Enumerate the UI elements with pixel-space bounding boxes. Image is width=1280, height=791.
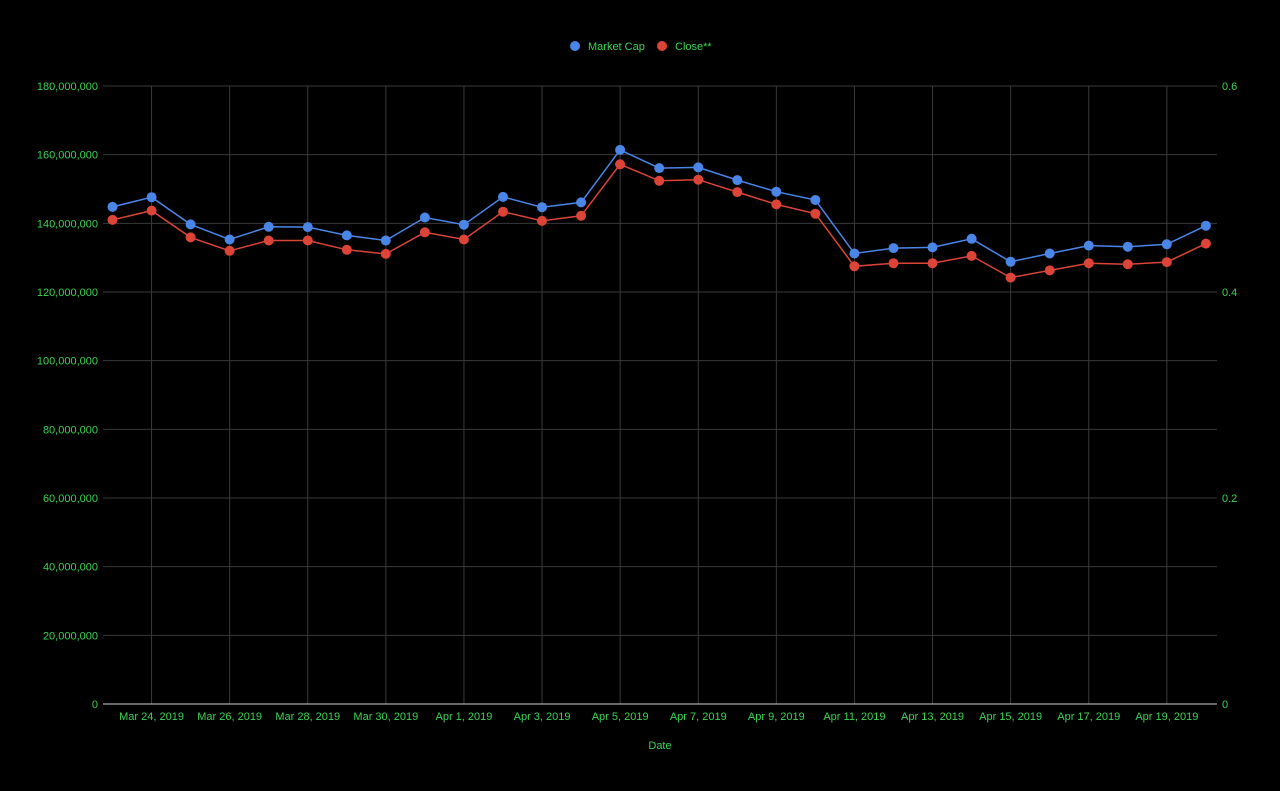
close-point[interactable] <box>1044 265 1055 276</box>
market-cap-point[interactable] <box>537 202 547 213</box>
market-cap-point[interactable] <box>927 242 938 253</box>
close-point[interactable] <box>771 199 782 210</box>
y-left-tick-label: 120,000,000 <box>37 287 98 299</box>
market-cap-point[interactable] <box>146 192 157 203</box>
market-cap-point[interactable] <box>732 175 743 186</box>
market-cap-point[interactable] <box>107 201 118 212</box>
gridlines <box>103 85 1217 705</box>
market-cap-point[interactable] <box>341 230 352 241</box>
legend: Market Cap Close** <box>570 41 712 53</box>
y-right-tick-label: 0.2 <box>1222 493 1237 505</box>
right-y-axis: 0 0.2 0.4 0.6 <box>1222 81 1237 711</box>
close-point[interactable] <box>380 248 391 259</box>
y-left-tick-label: 20,000,000 <box>43 630 98 642</box>
close-point[interactable] <box>185 232 196 243</box>
legend-close-label[interactable]: Close** <box>675 41 712 53</box>
y-right-tick-label: 0 <box>1222 699 1228 711</box>
close-point[interactable] <box>1122 259 1133 270</box>
close-point[interactable] <box>419 227 430 238</box>
market-cap-point[interactable] <box>576 197 587 208</box>
x-tick-label: Mar 24, 2019 <box>119 711 184 723</box>
y-left-tick-label: 160,000,000 <box>37 150 98 162</box>
close-point[interactable] <box>341 244 352 255</box>
x-axis: Mar 24, 2019 Mar 26, 2019 Mar 28, 2019 Mar … <box>119 711 1198 723</box>
close-point[interactable] <box>966 250 977 261</box>
market-cap-point[interactable] <box>1122 241 1133 252</box>
x-tick-label: Apr 1, 2019 <box>436 711 493 723</box>
close-point[interactable] <box>693 174 704 185</box>
legend-market-cap-label[interactable]: Market Cap <box>588 41 645 53</box>
y-left-tick-label: 40,000,000 <box>43 562 98 574</box>
market-cap-point[interactable] <box>224 234 235 245</box>
close-point[interactable] <box>849 261 860 272</box>
close-point[interactable] <box>224 245 235 256</box>
market-cap-point[interactable] <box>263 221 274 232</box>
x-tick-label: Mar 26, 2019 <box>197 711 262 723</box>
x-tick-label: Apr 15, 2019 <box>979 711 1042 723</box>
y-left-tick-label: 60,000,000 <box>43 493 98 505</box>
close-point[interactable] <box>1083 258 1094 269</box>
close-point[interactable] <box>1161 257 1172 268</box>
market-cap-point[interactable] <box>1044 248 1055 259</box>
market-cap-point[interactable] <box>419 212 430 223</box>
market-cap-point[interactable] <box>693 162 704 173</box>
left-y-axis: 0 20,000,000 40,000,000 60,000,000 80,000,00… <box>37 81 98 711</box>
close-point[interactable] <box>302 235 313 246</box>
market-cap-point[interactable] <box>1005 256 1016 267</box>
close-point[interactable] <box>576 210 587 221</box>
close-point[interactable] <box>537 215 547 226</box>
x-tick-label: Apr 11, 2019 <box>823 711 885 723</box>
market-cap-point[interactable] <box>302 222 313 233</box>
close-point[interactable] <box>888 258 899 269</box>
market-cap-point[interactable] <box>458 219 469 230</box>
x-tick-label: Mar 30, 2019 <box>353 711 418 723</box>
market-cap-point[interactable] <box>849 248 860 259</box>
close-point[interactable] <box>498 206 508 217</box>
y-left-tick-label: 140,000,000 <box>37 218 98 230</box>
market-cap-point[interactable] <box>1200 220 1211 231</box>
market-cap-point[interactable] <box>615 144 626 155</box>
y-right-tick-label: 0.4 <box>1222 287 1237 299</box>
market-cap-point[interactable] <box>1161 239 1172 250</box>
close-point[interactable] <box>732 187 743 198</box>
x-tick-label: Apr 19, 2019 <box>1135 711 1198 723</box>
x-tick-label: Mar 28, 2019 <box>275 711 340 723</box>
market-cap-point[interactable] <box>888 243 899 254</box>
x-tick-label: Apr 9, 2019 <box>748 711 805 723</box>
x-tick-label: Apr 5, 2019 <box>592 711 649 723</box>
y-left-tick-label: 180,000,000 <box>37 81 98 93</box>
y-left-tick-label: 80,000,000 <box>43 424 98 436</box>
close-point[interactable] <box>654 175 665 186</box>
market-cap-point[interactable] <box>810 195 821 205</box>
y-left-tick-label: 0 <box>92 699 98 711</box>
x-tick-label: Apr 3, 2019 <box>514 711 571 723</box>
market-cap-point[interactable] <box>380 235 391 246</box>
market-cap-point[interactable] <box>966 233 977 244</box>
x-tick-label: Apr 7, 2019 <box>670 711 727 723</box>
market-cap-point[interactable] <box>654 163 665 174</box>
close-point[interactable] <box>458 234 469 245</box>
market-cap-point[interactable] <box>771 186 782 197</box>
x-tick-label: Apr 17, 2019 <box>1057 711 1120 723</box>
market-cap-point[interactable] <box>1083 240 1094 251</box>
y-right-tick-label: 0.6 <box>1222 81 1237 93</box>
close-point[interactable] <box>146 205 157 216</box>
close-point[interactable] <box>107 214 118 225</box>
x-tick-label: Apr 13, 2019 <box>901 711 964 723</box>
x-axis-title: Date <box>648 740 671 752</box>
close-point[interactable] <box>1005 272 1016 283</box>
y-left-tick-label: 100,000,000 <box>37 356 98 368</box>
close-point[interactable] <box>263 235 274 246</box>
close-point[interactable] <box>1200 238 1211 249</box>
close-point[interactable] <box>810 208 821 219</box>
legend-market-cap-marker <box>570 41 580 51</box>
close-point[interactable] <box>615 159 626 170</box>
series-group <box>107 144 1211 283</box>
market-cap-point[interactable] <box>185 219 196 230</box>
close-point[interactable] <box>927 258 938 269</box>
legend-close-marker <box>657 41 667 51</box>
market-cap-point[interactable] <box>498 191 508 202</box>
